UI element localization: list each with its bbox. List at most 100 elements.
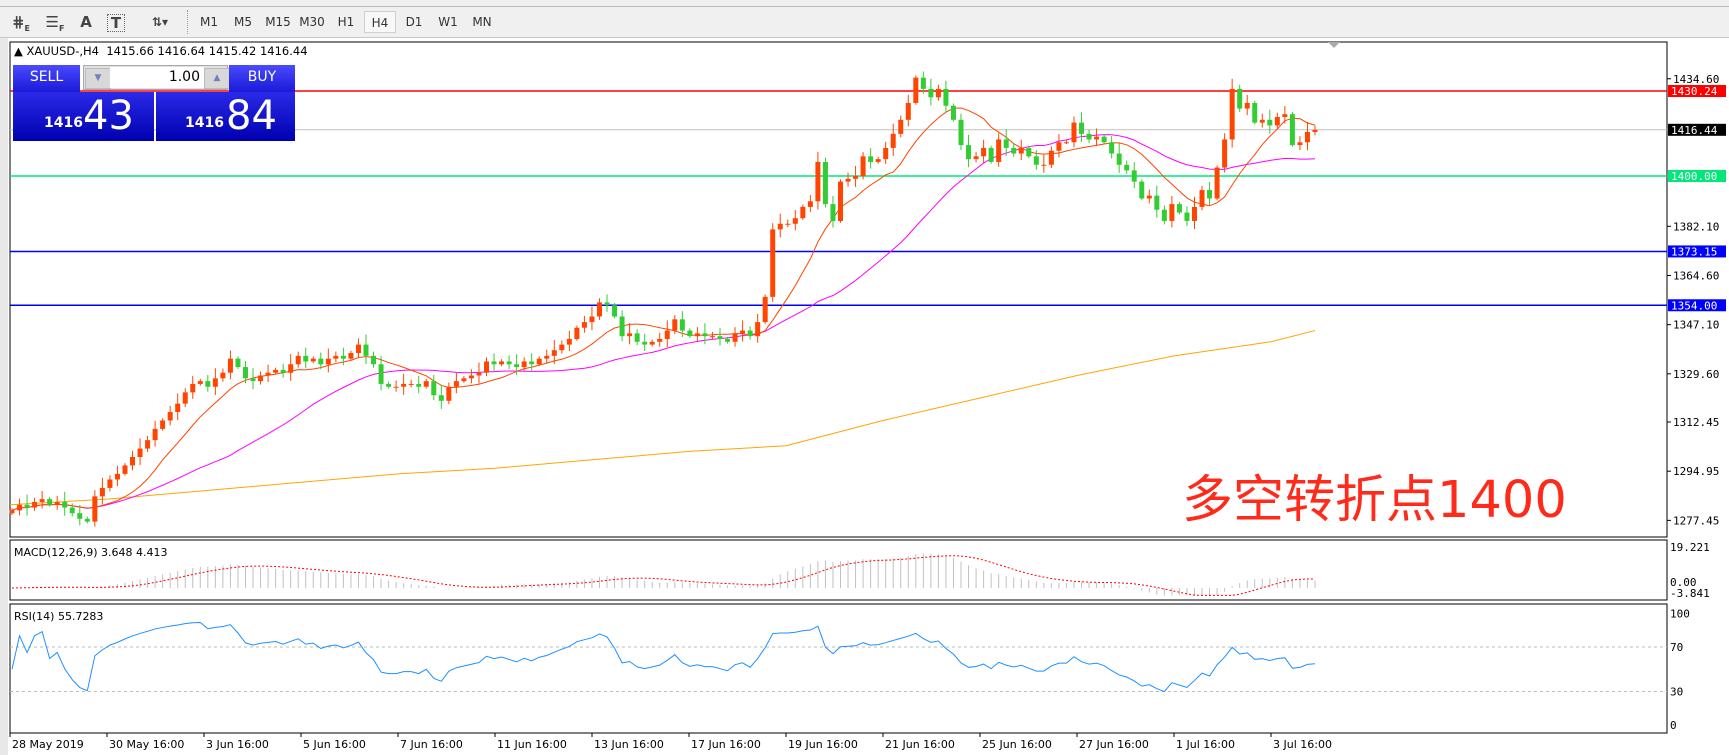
candle-body bbox=[1312, 129, 1318, 132]
bull-candle bbox=[220, 368, 226, 382]
bull-candle bbox=[1146, 189, 1152, 204]
bear-candle bbox=[242, 360, 248, 384]
price-axis-label: 1382.10 bbox=[1673, 220, 1719, 233]
candle-body bbox=[1161, 209, 1167, 221]
fibonacci-retracement-icon[interactable]: ☰F bbox=[45, 13, 65, 33]
macd-title: MACD(12,26,9) 3.648 4.413 bbox=[14, 546, 168, 559]
bear-candle bbox=[318, 352, 324, 370]
rsi-axis-label: 70 bbox=[1670, 641, 1683, 654]
timeframe-d1[interactable]: D1 bbox=[405, 15, 423, 29]
candle-body bbox=[1154, 195, 1160, 210]
level-price-label: 1400.00 bbox=[1671, 170, 1717, 183]
bull-candle bbox=[446, 382, 452, 405]
candle-body bbox=[627, 333, 633, 337]
candle-body bbox=[807, 201, 813, 207]
collapse-triangle-icon[interactable]: ▲ bbox=[14, 44, 27, 58]
bull-candle bbox=[288, 354, 294, 381]
bull-candle bbox=[484, 357, 490, 377]
candle-body bbox=[664, 330, 670, 339]
volume-decrease-button[interactable]: ▼ bbox=[85, 68, 111, 89]
candle-body bbox=[114, 473, 120, 480]
bear-candle bbox=[747, 326, 753, 340]
candle-body bbox=[1094, 136, 1100, 140]
candle-body bbox=[725, 338, 731, 342]
macd-axis-label: 19.221 bbox=[1670, 541, 1710, 554]
candle-body bbox=[762, 296, 768, 323]
candle-body bbox=[348, 353, 354, 359]
candle-body bbox=[220, 372, 226, 379]
volume-input[interactable]: 1.00 bbox=[110, 67, 204, 88]
sell-price-prefix: 1416 bbox=[44, 115, 83, 131]
bull-candle bbox=[295, 351, 301, 368]
candle-body bbox=[800, 206, 806, 219]
bear-candle bbox=[205, 374, 211, 392]
bull-candle bbox=[574, 325, 580, 341]
bear-candle bbox=[340, 347, 346, 366]
candle-body bbox=[69, 507, 75, 514]
timeframe-mn[interactable]: MN bbox=[472, 15, 492, 29]
text-icon[interactable]: A bbox=[80, 13, 92, 31]
candle-body bbox=[152, 428, 158, 441]
candle-body bbox=[446, 386, 452, 401]
level-price-tag bbox=[1668, 299, 1726, 312]
candle-body bbox=[1207, 190, 1213, 199]
bull-candle bbox=[182, 388, 188, 407]
candle-body bbox=[1124, 164, 1130, 171]
buy-button[interactable]: BUY bbox=[229, 65, 295, 92]
candle-body bbox=[1199, 190, 1205, 207]
candle-body bbox=[107, 479, 113, 488]
bear-candle bbox=[77, 505, 83, 526]
bull-candle bbox=[227, 350, 233, 380]
sell-price[interactable]: 1416 43 bbox=[13, 92, 154, 141]
timeframe-w1[interactable]: W1 bbox=[438, 15, 458, 29]
candle-body bbox=[920, 77, 926, 89]
candle-body bbox=[1146, 195, 1152, 199]
timeframe-h4[interactable]: H4 bbox=[364, 11, 396, 33]
candle-body bbox=[461, 378, 467, 382]
timeframe-m15[interactable]: M15 bbox=[265, 15, 291, 29]
candle-body bbox=[1063, 142, 1069, 144]
candle-body bbox=[913, 77, 919, 103]
bull-candle bbox=[39, 491, 45, 509]
rsi-panel-frame bbox=[9, 603, 1668, 734]
bear-candle bbox=[431, 374, 437, 401]
candle-body bbox=[792, 218, 798, 224]
candle-body bbox=[1184, 212, 1190, 221]
bull-candle bbox=[17, 498, 23, 516]
bull-candle bbox=[476, 362, 482, 384]
fibonacci-fan-icon[interactable]: ⋕E bbox=[11, 13, 31, 33]
bull-candle bbox=[175, 393, 181, 421]
timeframe-m30[interactable]: M30 bbox=[299, 15, 325, 29]
level-price-label: 1430.24 bbox=[1671, 85, 1718, 98]
buy-price[interactable]: 1416 84 bbox=[156, 92, 295, 141]
arrows-dropdown-icon[interactable]: ⇅▾ bbox=[151, 15, 169, 29]
candle-body bbox=[84, 518, 90, 522]
timeframe-m1[interactable]: M1 bbox=[200, 15, 218, 29]
bull-candle bbox=[913, 75, 919, 105]
bull-candle bbox=[1222, 133, 1228, 173]
bull-candle bbox=[755, 313, 761, 343]
toolbar-separator bbox=[187, 10, 190, 34]
sell-button[interactable]: SELL bbox=[13, 65, 80, 92]
candle-body bbox=[943, 88, 949, 106]
candle-body bbox=[310, 358, 316, 362]
volume-increase-button[interactable]: ▲ bbox=[204, 68, 230, 89]
candle-body bbox=[77, 513, 83, 519]
candle-body bbox=[837, 181, 843, 221]
timeframe-m5[interactable]: M5 bbox=[234, 15, 252, 29]
chart-header: ▲ XAUUSD-,H4 1415.66 1416.64 1415.42 141… bbox=[14, 44, 308, 58]
candle-body bbox=[1109, 142, 1115, 154]
chart-toolbar: ⋕E ☰F A T ⇅▾ M1 M5 M15 M30 H1 H4 D1 W1 M… bbox=[0, 7, 1729, 38]
timeframe-h1[interactable]: H1 bbox=[337, 15, 355, 29]
candle-body bbox=[1018, 147, 1024, 154]
bear-candle bbox=[250, 368, 256, 390]
volume-stepper[interactable]: ▼ 1.00 ▲ bbox=[83, 65, 230, 90]
bull-candle bbox=[785, 219, 791, 228]
bull-candle bbox=[694, 327, 700, 342]
text-label-icon[interactable]: T bbox=[107, 14, 125, 32]
candle-body bbox=[333, 355, 339, 359]
bull-candle bbox=[212, 368, 218, 395]
buy-price-prefix: 1416 bbox=[185, 115, 224, 131]
candle-body bbox=[145, 440, 151, 449]
candle-body bbox=[1237, 88, 1243, 109]
